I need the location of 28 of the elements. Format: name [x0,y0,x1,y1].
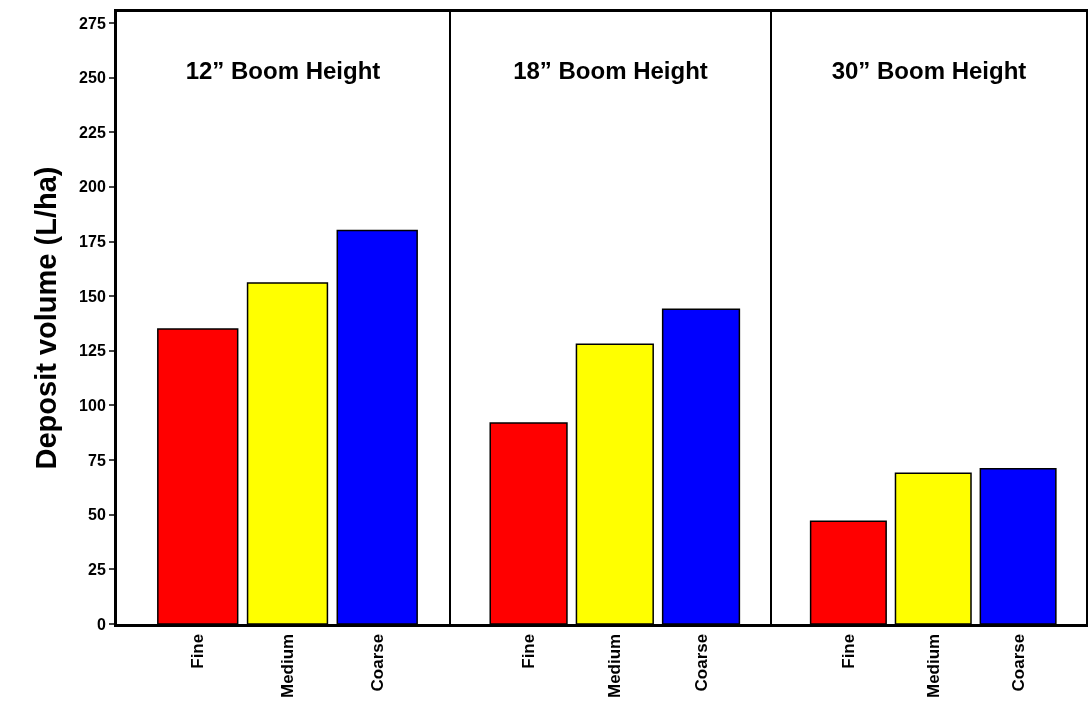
y-tick-label: 75 [88,451,106,469]
y-tick-label: 150 [79,287,106,305]
bar [246,282,329,624]
y-axis-title: Deposit volume (L/ha) [30,166,63,470]
x-tick-label: Coarse [367,633,387,692]
y-tick-label: 125 [79,342,106,360]
bar [157,328,239,624]
y-tick-label: 250 [79,69,106,87]
x-tick-label: Coarse [691,633,711,692]
text: 12” Boom Height [185,56,381,84]
x-tick-label: Fine [838,633,858,669]
y-tick-label: 275 [79,14,106,32]
x-tick-label: Coarse [1008,633,1028,692]
y-tick-label: 0 [96,615,106,633]
text: 18” Boom Height [513,56,708,84]
x-tick-label: Medium [923,633,943,699]
x-tick-label: Fine [188,633,208,669]
y-tick-label: 50 [88,506,106,524]
y-tick-label: 175 [79,233,106,251]
x-tick-label: Fine [519,633,539,669]
y-tick-label: 200 [79,178,106,196]
text: 30” Boom Height [831,56,1027,84]
x-tick-label: Medium [605,633,625,699]
y-tick-label: 225 [79,123,106,141]
bar [336,229,418,624]
x-tick-label: Medium [278,633,298,699]
y-tick-label: 25 [88,560,106,578]
y-tick-label: 100 [79,397,106,415]
